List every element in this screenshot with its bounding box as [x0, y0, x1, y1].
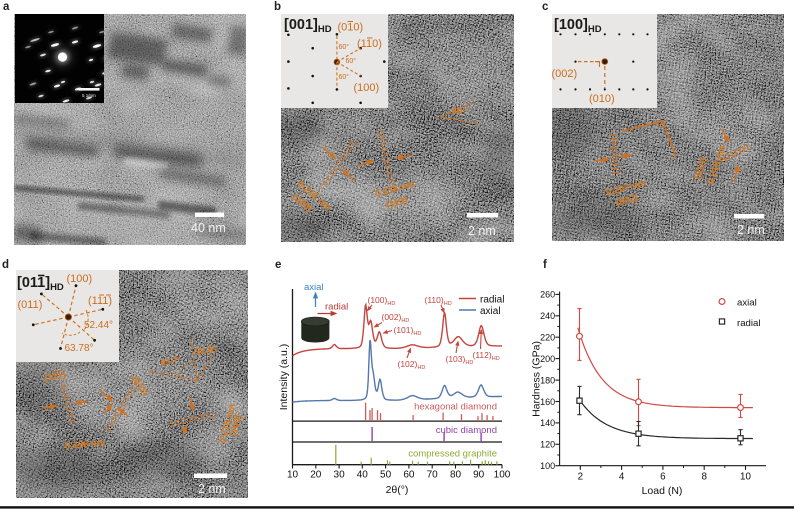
svg-text:radial: radial: [325, 302, 348, 313]
svg-text:160: 160: [540, 397, 555, 407]
svg-text:(111): (111): [44, 370, 66, 384]
svg-text:2 nm: 2 nm: [468, 224, 496, 238]
svg-text:50: 50: [380, 470, 392, 481]
svg-text:40: 40: [357, 470, 369, 481]
svg-text:2 nm: 2 nm: [198, 482, 226, 496]
svg-text:(102)HD: (102)HD: [398, 359, 426, 371]
svg-text:80: 80: [450, 470, 462, 481]
svg-text:10: 10: [287, 470, 299, 481]
svg-text:180: 180: [540, 375, 555, 385]
svg-text:0.196 nm: 0.196 nm: [64, 437, 105, 452]
svg-text:(002): (002): [552, 68, 578, 80]
svg-text:d: d: [2, 259, 9, 271]
svg-text:70: 70: [427, 470, 439, 481]
svg-text:compressed graphite: compressed graphite: [408, 449, 497, 460]
svg-text:260: 260: [540, 290, 555, 300]
svg-text:c: c: [542, 1, 549, 13]
svg-text:90: 90: [473, 470, 485, 481]
svg-text:6: 6: [660, 472, 666, 483]
svg-text:a: a: [3, 1, 10, 13]
svg-text:f: f: [543, 259, 547, 271]
svg-text:63.7°: 63.7°: [160, 354, 183, 368]
svg-text:cubic diamond: cubic diamond: [436, 425, 497, 436]
svg-text:2 nm: 2 nm: [737, 223, 765, 237]
svg-text:60°: 60°: [339, 43, 350, 51]
svg-text:100: 100: [540, 461, 555, 471]
svg-text:140: 140: [540, 418, 555, 428]
svg-text:Load (N): Load (N): [642, 485, 683, 497]
svg-text:(112)HD: (112)HD: [473, 350, 500, 362]
svg-text:200: 200: [540, 354, 555, 364]
svg-text:220: 220: [540, 333, 555, 343]
svg-text:radial: radial: [480, 295, 504, 306]
svg-text:52.44°: 52.44°: [84, 320, 113, 331]
svg-text:Intensity (a.u.): Intensity (a.u.): [278, 344, 290, 411]
svg-text:Hardness (GPa): Hardness (GPa): [531, 341, 543, 417]
svg-text:120: 120: [540, 440, 555, 450]
svg-text:100: 100: [494, 470, 511, 481]
svg-text:4: 4: [619, 472, 625, 483]
svg-text:(011): (011): [18, 299, 43, 311]
svg-text:63.78°: 63.78°: [65, 343, 94, 354]
svg-text:20: 20: [310, 470, 322, 481]
svg-text:(110): (110): [385, 195, 409, 211]
svg-text:30: 30: [334, 470, 346, 481]
svg-text:(110): (110): [357, 38, 382, 50]
svg-text:(010): (010): [589, 93, 615, 105]
svg-text:(010): (010): [338, 22, 364, 34]
svg-text:(103)HD: (103)HD: [446, 354, 474, 366]
svg-text:(110)HD: (110)HD: [425, 295, 452, 307]
svg-text:60°: 60°: [452, 106, 467, 117]
svg-text:60: 60: [403, 470, 415, 481]
svg-text:2θ(°): 2θ(°): [386, 484, 409, 496]
svg-text:(002)HD: (002)HD: [382, 312, 410, 324]
svg-text:40 nm: 40 nm: [191, 221, 226, 235]
svg-text:e: e: [275, 259, 281, 271]
svg-text:10: 10: [740, 472, 751, 483]
svg-text:5 1/nm: 5 1/nm: [82, 93, 96, 98]
svg-text:hexagonal diamond: hexagonal diamond: [414, 402, 497, 413]
svg-text:60°: 60°: [346, 57, 357, 65]
svg-text:60°: 60°: [339, 73, 350, 81]
svg-text:axial: axial: [480, 306, 501, 317]
svg-text:(111): (111): [88, 295, 112, 307]
svg-text:(101)HD: (101)HD: [394, 325, 422, 337]
svg-text:2: 2: [578, 472, 583, 483]
svg-text:(100): (100): [354, 82, 380, 94]
svg-text:radial: radial: [737, 318, 760, 329]
svg-text:8: 8: [701, 472, 707, 483]
svg-text:52.8°: 52.8°: [195, 343, 218, 357]
svg-text:(100): (100): [67, 273, 93, 285]
svg-text:axial: axial: [737, 298, 757, 309]
svg-text:axial: axial: [304, 282, 324, 293]
svg-text:240: 240: [540, 311, 555, 321]
svg-text:b: b: [274, 1, 281, 13]
